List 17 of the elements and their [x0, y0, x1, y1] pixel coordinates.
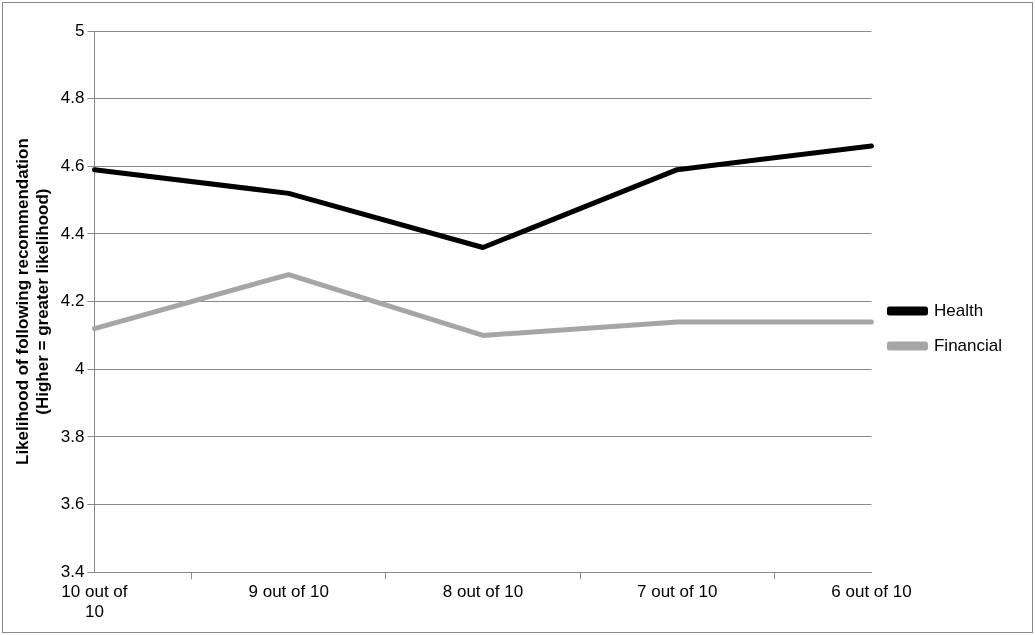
- x-tick-label: 6 out of 10: [831, 582, 912, 602]
- x-tick-label: 8 out of 10: [442, 582, 524, 602]
- legend-label: Financial: [933, 335, 1003, 355]
- x-tick-label: 9 out of 10: [248, 582, 329, 602]
- y-tick-label: 4.6: [60, 155, 85, 175]
- x-tick-label: 10 out of 10: [61, 582, 128, 622]
- y-tick-label: 3.6: [60, 494, 85, 514]
- y-tick-label: 5: [74, 20, 85, 40]
- y-tick-label: 4.2: [60, 291, 85, 311]
- y-axis-title: Likelihood of following recommendation (Higher = greater likelihood): [12, 138, 53, 465]
- legend-label: Health: [933, 300, 984, 320]
- x-tick-label: 7 out of 10: [637, 582, 718, 602]
- y-tick-label: 3.8: [60, 426, 85, 446]
- y-tick-label: 4: [74, 358, 85, 378]
- y-tick-label: 4.8: [60, 88, 85, 108]
- y-tick-label: 3.4: [60, 561, 85, 581]
- y-tick-label: 4.4: [60, 223, 85, 243]
